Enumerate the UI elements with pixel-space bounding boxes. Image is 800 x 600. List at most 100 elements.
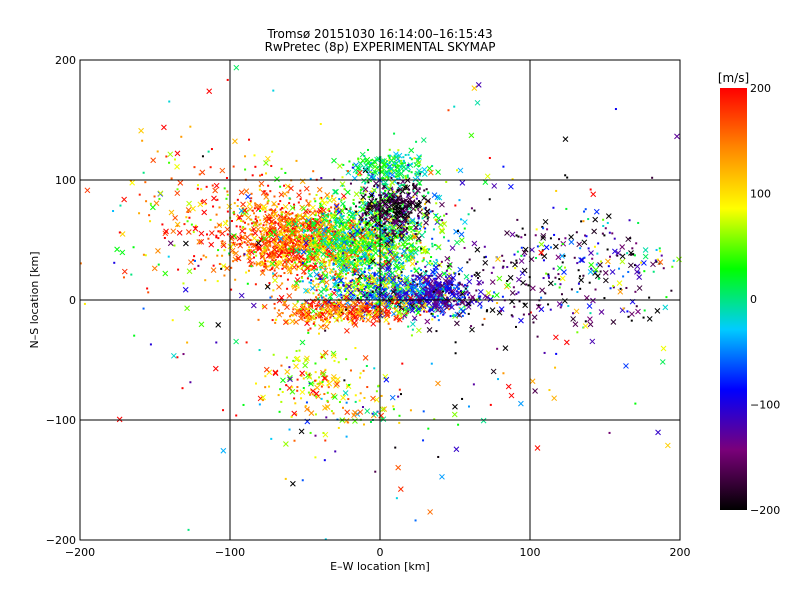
scatter-point-x	[365, 160, 371, 166]
scatter-point-dot	[387, 178, 390, 181]
scatter-point-dot	[315, 307, 318, 310]
scatter-point-dot	[520, 236, 523, 239]
scatter-point-dot	[461, 283, 464, 286]
scatter-point-dot	[389, 327, 392, 330]
scatter-point-dot	[384, 254, 387, 257]
scatter-point-dot	[291, 386, 294, 389]
scatter-point-dot	[305, 220, 308, 223]
scatter-point-dot	[447, 239, 450, 242]
scatter-point-x	[260, 204, 267, 210]
scatter-point-dot	[376, 279, 379, 282]
scatter-point-dot	[397, 261, 400, 264]
scatter-point-x	[341, 294, 348, 301]
scatter-point-dot	[153, 195, 156, 198]
scatter-point-dot	[396, 314, 399, 317]
scatter-point-dot	[407, 153, 410, 156]
scatter-point-x	[482, 259, 489, 266]
scatter-point-dot	[331, 247, 334, 250]
scatter-point-dot	[294, 236, 297, 239]
scatter-point-dot	[287, 217, 290, 220]
scatter-point-dot	[288, 366, 291, 369]
scatter-point-dot	[315, 212, 318, 215]
scatter-point-x	[589, 338, 596, 345]
scatter-point-dot	[251, 209, 254, 212]
scatter-point-dot	[371, 291, 374, 294]
scatter-point-dot	[450, 291, 453, 294]
scatter-point-dot	[331, 194, 334, 197]
scatter-point-x	[259, 270, 266, 276]
scatter-point-dot	[364, 275, 367, 278]
scatter-point-dot	[400, 224, 403, 227]
scatter-point-dot	[350, 232, 353, 235]
scatter-point-dot	[270, 437, 273, 440]
scatter-point-dot	[326, 384, 329, 387]
scatter-point-dot	[394, 446, 397, 449]
scatter-point-x	[405, 192, 412, 198]
scatter-point-dot	[358, 259, 361, 262]
scatter-point-x	[370, 258, 376, 264]
scatter-point-x	[353, 267, 360, 274]
scatter-point-dot	[444, 294, 447, 297]
scatter-point-x	[271, 246, 278, 253]
scatter-point-dot	[357, 158, 360, 161]
scatter-point-dot	[368, 262, 371, 265]
scatter-point-dot	[297, 231, 300, 234]
scatter-point-dot	[290, 257, 293, 260]
scatter-point-dot	[297, 215, 300, 218]
scatter-point-dot	[158, 197, 161, 200]
scatter-point-dot	[391, 229, 394, 232]
scatter-point-dot	[296, 265, 299, 268]
scatter-point-dot	[447, 109, 450, 112]
scatter-point-dot	[514, 267, 517, 270]
scatter-point-dot	[340, 296, 343, 299]
scatter-point-dot	[536, 335, 539, 338]
scatter-point-dot	[384, 302, 387, 305]
scatter-point-dot	[366, 284, 369, 287]
scatter-point-x	[306, 242, 313, 248]
scatter-point-dot	[312, 234, 315, 237]
scatter-point-dot	[376, 263, 379, 266]
scatter-point-dot	[322, 431, 325, 434]
scatter-point-x	[312, 239, 319, 246]
scatter-point-dot	[317, 301, 320, 304]
scatter-point-x	[616, 280, 623, 287]
scatter-point-dot	[435, 277, 438, 280]
scatter-point-x	[504, 230, 510, 236]
scatter-point-dot	[277, 274, 280, 277]
scatter-point-dot	[314, 312, 317, 315]
scatter-point-dot	[454, 352, 457, 355]
scatter-point-x	[299, 305, 306, 312]
scatter-point-dot	[470, 325, 473, 328]
scatter-point-dot	[291, 285, 294, 288]
scatter-point-dot	[324, 298, 327, 301]
scatter-point-dot	[112, 210, 115, 213]
scatter-point-dot	[369, 170, 372, 173]
scatter-point-dot	[370, 294, 373, 297]
scatter-point-dot	[506, 280, 509, 283]
scatter-point-dot	[405, 204, 408, 207]
scatter-point-dot	[356, 213, 359, 216]
scatter-point-dot	[341, 252, 344, 255]
scatter-point-dot	[217, 237, 220, 240]
scatter-point-dot	[382, 240, 385, 243]
scatter-point-x	[421, 171, 428, 178]
scatter-point-dot	[262, 256, 265, 259]
scatter-point-dot	[382, 283, 385, 286]
scatter-point-dot	[217, 230, 220, 233]
scatter-point-dot	[357, 174, 360, 177]
scatter-point-x	[443, 284, 450, 290]
scatter-point-dot	[255, 251, 258, 254]
scatter-point-dot	[349, 369, 352, 372]
scatter-point-dot	[384, 310, 387, 313]
scatter-point-dot	[326, 235, 329, 238]
scatter-point-dot	[376, 234, 379, 237]
scatter-point-dot	[425, 286, 428, 289]
scatter-point-dot	[279, 388, 282, 391]
scatter-point-x	[403, 300, 410, 307]
scatter-point-dot	[304, 225, 307, 228]
scatter-point-dot	[183, 223, 186, 226]
scatter-point-dot	[272, 240, 275, 243]
scatter-point-dot	[319, 233, 322, 236]
scatter-point-dot	[373, 273, 376, 276]
scatter-point-dot	[391, 243, 394, 246]
